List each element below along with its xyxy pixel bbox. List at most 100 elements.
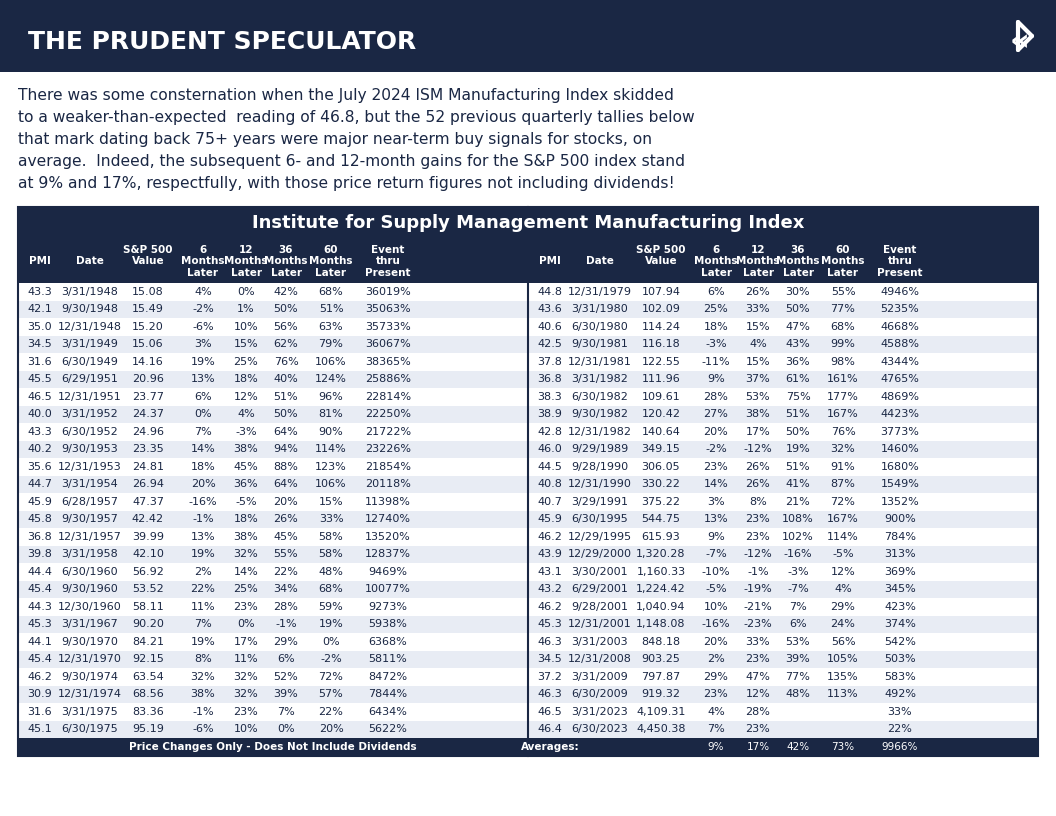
Text: 167%: 167% (827, 410, 859, 419)
Text: 0%: 0% (238, 619, 254, 629)
FancyBboxPatch shape (528, 283, 1038, 300)
Text: 14%: 14% (191, 444, 215, 455)
Text: 24.81: 24.81 (132, 462, 164, 472)
Text: 58%: 58% (319, 549, 343, 559)
Text: 77%: 77% (831, 304, 855, 314)
Text: 7%: 7% (277, 707, 295, 716)
Text: 42%: 42% (274, 286, 299, 297)
FancyBboxPatch shape (18, 650, 528, 668)
FancyBboxPatch shape (528, 318, 1038, 335)
Text: 28%: 28% (703, 392, 729, 401)
Text: 26%: 26% (746, 462, 771, 472)
Text: 44.7: 44.7 (27, 479, 53, 490)
Text: Months
Later: Months Later (822, 256, 865, 277)
FancyBboxPatch shape (528, 650, 1038, 668)
Text: 349.15: 349.15 (642, 444, 680, 455)
Text: 84.21: 84.21 (132, 636, 164, 647)
Text: 3/31/1967: 3/31/1967 (61, 619, 118, 629)
Text: 3/31/2023: 3/31/2023 (571, 707, 628, 716)
Text: 53.52: 53.52 (132, 584, 164, 594)
Text: 177%: 177% (827, 392, 859, 401)
Text: 45%: 45% (274, 532, 299, 542)
FancyBboxPatch shape (0, 0, 1056, 72)
Text: 3/31/1975: 3/31/1975 (61, 707, 118, 716)
Text: 9%: 9% (708, 742, 724, 752)
Text: 9/30/1970: 9/30/1970 (61, 636, 118, 647)
Text: Months
Later: Months Later (264, 256, 307, 277)
Text: 23%: 23% (746, 725, 771, 734)
Text: 6/30/1960: 6/30/1960 (61, 567, 118, 577)
Text: 90.20: 90.20 (132, 619, 164, 629)
Text: 39.99: 39.99 (132, 532, 164, 542)
Text: 22%: 22% (319, 707, 343, 716)
FancyBboxPatch shape (528, 563, 1038, 580)
Text: Institute for Supply Management Manufacturing Index: Institute for Supply Management Manufact… (251, 214, 805, 232)
Text: 68.56: 68.56 (132, 690, 164, 699)
Text: 53%: 53% (746, 392, 770, 401)
Text: 96%: 96% (319, 392, 343, 401)
FancyBboxPatch shape (18, 207, 1038, 239)
FancyBboxPatch shape (18, 511, 528, 528)
Text: -1%: -1% (748, 567, 769, 577)
Text: 47%: 47% (746, 672, 771, 681)
FancyBboxPatch shape (18, 738, 1038, 756)
Text: 13%: 13% (191, 375, 215, 384)
Text: 44.8: 44.8 (538, 286, 563, 297)
Text: 42.10: 42.10 (132, 549, 164, 559)
Text: 35.0: 35.0 (27, 322, 53, 332)
Text: -19%: -19% (743, 584, 772, 594)
Text: 900%: 900% (884, 514, 916, 524)
Text: 4344%: 4344% (881, 357, 920, 366)
Text: 38%: 38% (233, 444, 259, 455)
Text: 13%: 13% (191, 532, 215, 542)
Text: 24%: 24% (831, 619, 855, 629)
Text: 45.9: 45.9 (27, 497, 53, 507)
Text: 64%: 64% (274, 427, 299, 437)
Text: 12%: 12% (233, 392, 259, 401)
Text: 20.96: 20.96 (132, 375, 164, 384)
Text: 60: 60 (835, 245, 850, 255)
Text: 4869%: 4869% (881, 392, 920, 401)
Text: 12: 12 (751, 245, 766, 255)
Text: 12/29/1995: 12/29/1995 (568, 532, 633, 542)
Text: Months
Later: Months Later (736, 256, 779, 277)
Text: 313%: 313% (884, 549, 916, 559)
Text: 10%: 10% (233, 322, 259, 332)
Text: 35733%: 35733% (365, 322, 411, 332)
Text: 492%: 492% (884, 690, 916, 699)
FancyBboxPatch shape (18, 388, 528, 406)
Text: 50%: 50% (274, 410, 298, 419)
Text: 45.3: 45.3 (27, 619, 53, 629)
Text: 22250%: 22250% (365, 410, 411, 419)
Text: 28%: 28% (274, 601, 299, 612)
Text: 848.18: 848.18 (641, 636, 680, 647)
Text: 24.96: 24.96 (132, 427, 164, 437)
Text: Value: Value (644, 256, 677, 266)
Text: S&P 500: S&P 500 (124, 245, 173, 255)
Text: 140.64: 140.64 (642, 427, 680, 437)
Text: 50%: 50% (274, 304, 298, 314)
Text: 135%: 135% (827, 672, 859, 681)
Text: 345%: 345% (884, 584, 916, 594)
Text: Event: Event (372, 245, 404, 255)
Text: 6/30/1982: 6/30/1982 (571, 392, 628, 401)
Text: 3/31/1954: 3/31/1954 (61, 479, 118, 490)
Text: 59%: 59% (319, 601, 343, 612)
Text: 25%: 25% (233, 584, 259, 594)
Text: 1549%: 1549% (881, 479, 920, 490)
Text: 9/30/1960: 9/30/1960 (61, 584, 118, 594)
Text: 55%: 55% (831, 286, 855, 297)
Text: 7844%: 7844% (369, 690, 408, 699)
FancyBboxPatch shape (528, 423, 1038, 441)
Text: 23.35: 23.35 (132, 444, 164, 455)
Text: 542%: 542% (884, 636, 916, 647)
Text: 23.77: 23.77 (132, 392, 164, 401)
Text: 3/31/2009: 3/31/2009 (571, 672, 628, 681)
Text: 40.0: 40.0 (27, 410, 53, 419)
Text: 26.94: 26.94 (132, 479, 164, 490)
Text: -3%: -3% (235, 427, 257, 437)
FancyBboxPatch shape (18, 353, 528, 370)
Text: 9/30/1974: 9/30/1974 (61, 672, 118, 681)
Text: 51%: 51% (786, 410, 810, 419)
Text: 90%: 90% (319, 427, 343, 437)
